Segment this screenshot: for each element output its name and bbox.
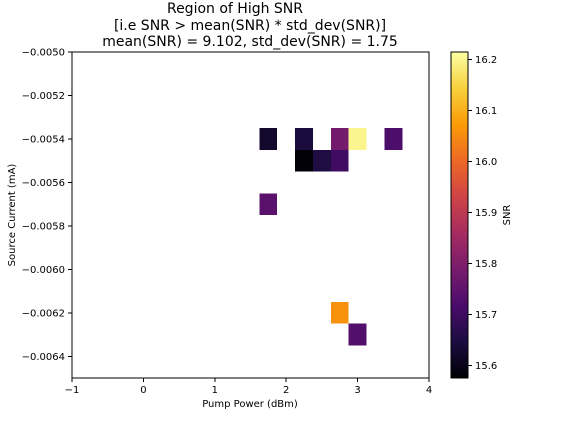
heatmap-cell [330, 128, 349, 150]
x-tick-label: 0 [140, 385, 146, 396]
y-axis-label: Source Current (mA) [7, 164, 18, 267]
y-tick-label: −0.0064 [22, 352, 65, 363]
x-tick-label: −1 [65, 385, 80, 396]
heatmap-cell [348, 128, 367, 150]
y-tick-label: −0.0056 [22, 178, 65, 189]
heatmap-cell [259, 193, 278, 215]
x-tick-label: 1 [212, 385, 218, 396]
x-tick-label: 4 [426, 385, 432, 396]
heatmap-cell [295, 149, 313, 172]
plot-area [259, 128, 403, 346]
y-tick-label: −0.0052 [22, 91, 65, 102]
y-tick-label: −0.0054 [22, 134, 65, 145]
plot-frame [71, 51, 430, 379]
colorbar-tick-label: 15.8 [475, 259, 497, 270]
colorbar-ticks: 15.6 15.7 15.8 15.9 16.0 16.1 16.2 [468, 55, 497, 372]
heatmap-cell [384, 128, 403, 150]
colorbar-tick-label: 16.1 [475, 106, 497, 117]
y-tick-label: −0.0062 [22, 308, 65, 319]
chart-title-line-1: Region of High SNR [167, 1, 303, 17]
chart-title-line-2: [i.e SNR > mean(SNR) * std_dev(SNR)] [114, 18, 386, 34]
x-axis-label: Pump Power (dBm) [202, 399, 298, 410]
x-tick-label: 3 [354, 385, 360, 396]
heatmap-cell [313, 149, 331, 172]
x-axis-ticks: −1 0 1 2 3 4 [65, 378, 432, 396]
heatmap-cell [348, 323, 367, 346]
colorbar-tick-label: 15.6 [475, 361, 497, 372]
chart-title-line-3: mean(SNR) = 9.102, std_dev(SNR) = 1.75 [102, 34, 398, 50]
heatmap-cell [259, 128, 278, 150]
colorbar-tick-label: 16.0 [475, 157, 497, 168]
colorbar-tick-label: 15.7 [475, 310, 497, 321]
x-tick-label: 2 [283, 385, 289, 396]
colorbar [451, 52, 468, 378]
heatmap-cell [295, 128, 313, 150]
y-axis-ticks: −0.0050 −0.0052 −0.0054 −0.0056 −0.0058 −0.00… [22, 48, 72, 363]
colorbar-tick-label: 15.9 [475, 208, 497, 219]
y-tick-label: −0.0050 [22, 48, 65, 59]
heatmap-cell [330, 301, 349, 324]
y-tick-label: −0.0058 [22, 221, 65, 232]
colorbar-frame [450, 51, 469, 379]
colorbar-tick-label: 16.2 [475, 55, 497, 66]
colorbar-label: SNR [502, 205, 513, 226]
y-tick-label: −0.0060 [22, 265, 65, 276]
heatmap-cell [330, 149, 349, 172]
